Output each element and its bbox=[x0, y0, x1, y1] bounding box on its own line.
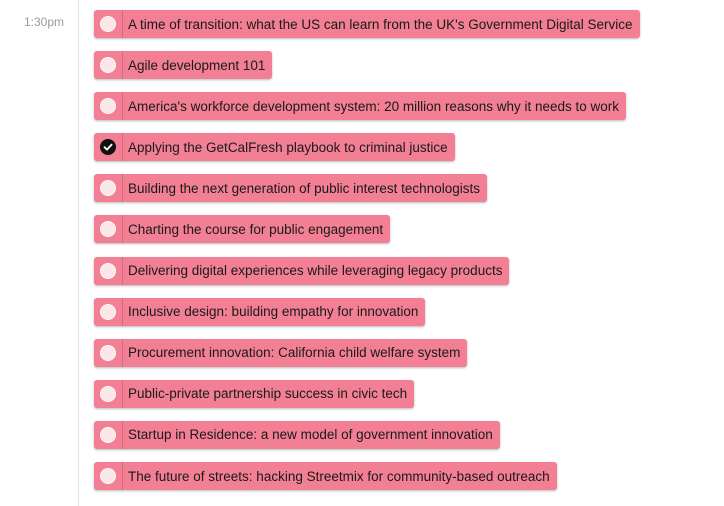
session-toggle[interactable] bbox=[94, 338, 123, 367]
session-toggle[interactable] bbox=[94, 420, 123, 449]
session-toggle[interactable] bbox=[94, 92, 123, 121]
session-item[interactable]: America's workforce development system: … bbox=[94, 92, 627, 121]
session-toggle[interactable] bbox=[94, 379, 123, 408]
session-title[interactable]: America's workforce development system: … bbox=[128, 98, 620, 114]
session-item[interactable]: A time of transition: what the US can le… bbox=[94, 10, 640, 38]
session-title[interactable]: Inclusive design: building empathy for i… bbox=[128, 304, 419, 320]
radio-unchecked-icon[interactable] bbox=[100, 262, 116, 279]
session-list: A time of transition: what the US can le… bbox=[94, 10, 640, 503]
session-item[interactable]: Procurement innovation: California child… bbox=[94, 338, 468, 367]
radio-unchecked-icon[interactable] bbox=[100, 344, 116, 361]
session-item[interactable]: Applying the GetCalFresh playbook to cri… bbox=[94, 133, 455, 162]
session-title[interactable]: Charting the course for public engagemen… bbox=[128, 221, 384, 237]
time-slot-label: 1:30pm bbox=[24, 15, 65, 29]
radio-unchecked-icon[interactable] bbox=[100, 221, 116, 238]
radio-unchecked-icon[interactable] bbox=[100, 426, 116, 443]
radio-unchecked-icon[interactable] bbox=[100, 180, 116, 197]
session-item[interactable]: Inclusive design: building empathy for i… bbox=[94, 297, 426, 326]
check-circle-icon[interactable] bbox=[100, 139, 116, 156]
session-item[interactable]: Charting the course for public engagemen… bbox=[94, 215, 391, 244]
session-item[interactable]: Startup in Residence: a new model of gov… bbox=[94, 420, 500, 449]
timeline-divider bbox=[78, 0, 79, 506]
session-title[interactable]: Agile development 101 bbox=[128, 57, 266, 73]
session-toggle[interactable] bbox=[94, 10, 123, 38]
radio-unchecked-icon[interactable] bbox=[100, 98, 116, 115]
session-title[interactable]: Procurement innovation: California child… bbox=[128, 345, 461, 361]
session-title[interactable]: Public-private partnership success in ci… bbox=[128, 386, 408, 402]
radio-unchecked-icon[interactable] bbox=[100, 16, 116, 32]
session-item[interactable]: Agile development 101 bbox=[94, 51, 273, 80]
session-toggle[interactable] bbox=[94, 462, 123, 491]
radio-unchecked-icon[interactable] bbox=[100, 385, 116, 402]
session-item[interactable]: Delivering digital experiences while lev… bbox=[94, 256, 510, 285]
session-toggle[interactable] bbox=[94, 133, 123, 162]
session-toggle[interactable] bbox=[94, 215, 123, 244]
session-toggle[interactable] bbox=[94, 174, 123, 203]
session-title[interactable]: Startup in Residence: a new model of gov… bbox=[128, 427, 493, 443]
radio-unchecked-icon[interactable] bbox=[100, 303, 116, 320]
session-title[interactable]: The future of streets: hacking Streetmix… bbox=[128, 468, 550, 484]
session-toggle[interactable] bbox=[94, 51, 123, 80]
session-title[interactable]: Building the next generation of public i… bbox=[128, 180, 480, 196]
session-title[interactable]: Delivering digital experiences while lev… bbox=[128, 263, 503, 279]
session-title[interactable]: A time of transition: what the US can le… bbox=[128, 16, 633, 32]
session-item[interactable]: Public-private partnership success in ci… bbox=[94, 379, 415, 408]
session-title[interactable]: Applying the GetCalFresh playbook to cri… bbox=[128, 139, 448, 155]
session-toggle[interactable] bbox=[94, 297, 123, 326]
session-toggle[interactable] bbox=[94, 256, 123, 285]
session-item[interactable]: Building the next generation of public i… bbox=[94, 174, 487, 203]
radio-unchecked-icon[interactable] bbox=[100, 468, 116, 485]
radio-unchecked-icon[interactable] bbox=[100, 57, 116, 74]
session-item[interactable]: The future of streets: hacking Streetmix… bbox=[94, 462, 557, 491]
